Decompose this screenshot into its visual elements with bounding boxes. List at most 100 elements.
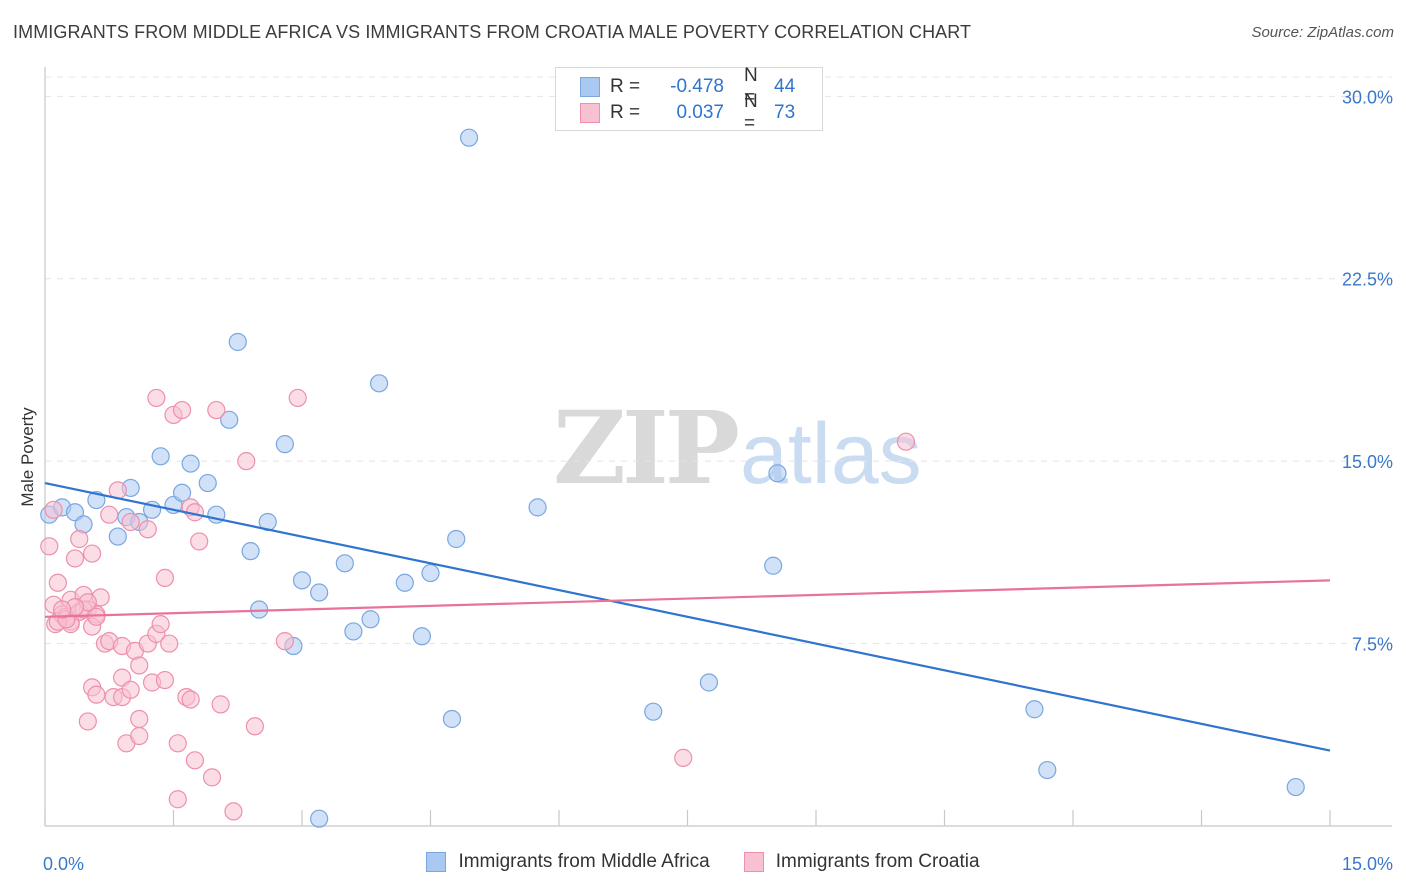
y-tick-label: 22.5%	[1342, 270, 1393, 290]
legend-row-croatia: R = 0.037 N = 73	[580, 91, 814, 134]
x-tick-label: 0.0%	[43, 854, 84, 874]
point-middle-africa[interactable]	[151, 447, 170, 466]
point-croatia[interactable]	[160, 634, 179, 653]
point-croatia[interactable]	[65, 549, 85, 568]
point-croatia[interactable]	[172, 400, 192, 420]
point-croatia[interactable]	[100, 505, 119, 524]
legend-r-value: 0.037	[676, 102, 724, 123]
point-middle-africa[interactable]	[1038, 760, 1057, 780]
trend-line-middle-africa	[44, 481, 1331, 752]
point-middle-africa[interactable]	[228, 332, 247, 352]
point-middle-africa[interactable]	[241, 542, 260, 561]
point-croatia[interactable]	[130, 656, 149, 675]
point-croatia[interactable]	[48, 573, 67, 592]
correlation-legend: R = -0.478 N = 44 R = 0.037 N = 73	[555, 65, 823, 134]
series-legend-item-croatia[interactable]: Immigrants from Croatia	[743, 851, 980, 873]
point-middle-africa[interactable]	[292, 571, 312, 590]
point-croatia[interactable]	[53, 600, 72, 619]
point-croatia[interactable]	[130, 726, 149, 746]
watermark-atlas: atlas	[739, 406, 922, 502]
point-middle-africa[interactable]	[108, 527, 127, 546]
chart-title: IMMIGRANTS FROM MIDDLE AFRICA VS IMMIGRA…	[13, 22, 972, 42]
point-middle-africa[interactable]	[275, 435, 294, 454]
point-croatia[interactable]	[896, 432, 916, 451]
point-croatia[interactable]	[138, 520, 157, 539]
point-middle-africa[interactable]	[644, 702, 663, 721]
series-legend-label: Immigrants from Croatia	[775, 851, 980, 872]
series-swatch-croatia	[743, 852, 764, 872]
legend-swatch-croatia	[580, 103, 600, 123]
point-middle-africa[interactable]	[198, 473, 217, 493]
point-croatia[interactable]	[237, 452, 256, 471]
legend-swatch-middle-africa	[580, 77, 600, 97]
series-legend: Immigrants from Middle Africa Immigrants…	[0, 851, 1406, 873]
point-middle-africa[interactable]	[395, 573, 414, 592]
point-croatia[interactable]	[245, 717, 264, 736]
point-croatia[interactable]	[87, 607, 106, 626]
point-croatia[interactable]	[121, 680, 140, 699]
point-middle-africa[interactable]	[459, 128, 479, 147]
point-middle-africa[interactable]	[310, 583, 329, 602]
point-croatia[interactable]	[207, 400, 226, 420]
y-tick-label: 30.0%	[1342, 87, 1393, 107]
point-croatia[interactable]	[190, 532, 209, 551]
point-croatia[interactable]	[181, 690, 200, 709]
point-croatia[interactable]	[78, 712, 97, 731]
point-croatia[interactable]	[155, 670, 175, 690]
source-label: Source: ZipAtlas.com	[1251, 24, 1394, 41]
x-tick-label: 15.0%	[1342, 854, 1393, 874]
series-swatch-middle-africa	[426, 852, 447, 872]
point-croatia[interactable]	[288, 388, 307, 408]
legend-r-label: R =	[610, 102, 641, 123]
point-middle-africa[interactable]	[412, 627, 432, 646]
point-croatia[interactable]	[70, 529, 89, 549]
point-middle-africa[interactable]	[220, 410, 239, 429]
point-croatia[interactable]	[168, 790, 187, 809]
point-middle-africa[interactable]	[768, 464, 787, 483]
point-croatia[interactable]	[202, 768, 222, 787]
series-legend-label: Immigrants from Middle Africa	[458, 851, 710, 872]
point-croatia[interactable]	[185, 751, 205, 770]
point-middle-africa[interactable]	[181, 454, 200, 473]
point-middle-africa[interactable]	[699, 673, 719, 692]
legend-n-value: 73	[774, 102, 796, 123]
point-croatia[interactable]	[168, 734, 187, 753]
point-croatia[interactable]	[151, 615, 170, 634]
trend-line-croatia	[44, 579, 1331, 618]
point-middle-africa[interactable]	[1286, 777, 1305, 797]
point-croatia[interactable]	[121, 512, 140, 532]
watermark: ZIPatlas	[553, 398, 922, 499]
point-middle-africa[interactable]	[421, 563, 440, 583]
point-croatia[interactable]	[87, 685, 106, 704]
legend-n-value: 44	[774, 76, 796, 97]
point-croatia[interactable]	[44, 500, 63, 519]
watermark-zip: ZIP	[553, 389, 740, 507]
point-croatia[interactable]	[155, 568, 175, 588]
y-tick-label: 15.0%	[1342, 452, 1393, 472]
point-middle-africa[interactable]	[528, 498, 547, 517]
point-middle-africa[interactable]	[172, 483, 192, 502]
point-middle-africa[interactable]	[87, 490, 106, 510]
legend-n-label: N =	[744, 65, 758, 108]
point-croatia[interactable]	[147, 388, 166, 408]
point-croatia[interactable]	[275, 632, 294, 651]
point-croatia[interactable]	[130, 709, 149, 729]
point-middle-africa[interactable]	[361, 610, 380, 629]
point-croatia[interactable]	[40, 537, 59, 556]
legend-r-label: R =	[610, 76, 641, 97]
point-middle-africa[interactable]	[335, 554, 354, 573]
point-croatia[interactable]	[224, 802, 243, 821]
point-middle-africa[interactable]	[764, 556, 783, 575]
point-middle-africa[interactable]	[344, 622, 363, 641]
point-middle-africa[interactable]	[370, 374, 389, 393]
point-middle-africa[interactable]	[1025, 700, 1044, 719]
point-croatia[interactable]	[83, 544, 102, 563]
point-middle-africa[interactable]	[442, 709, 462, 729]
series-legend-item-middle-africa[interactable]: Immigrants from Middle Africa	[426, 851, 710, 873]
point-croatia[interactable]	[211, 695, 230, 714]
point-middle-africa[interactable]	[447, 529, 466, 549]
point-croatia[interactable]	[674, 748, 693, 767]
legend-n-label: N =	[744, 91, 758, 134]
point-middle-africa[interactable]	[310, 809, 329, 828]
